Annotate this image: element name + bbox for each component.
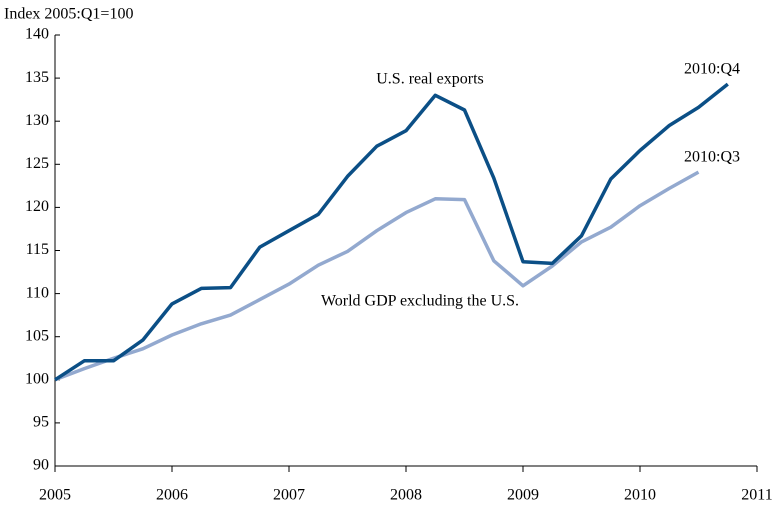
x-tick-label: 2008 (390, 487, 422, 504)
y-tick-label: 95 (33, 414, 49, 431)
annotation: 2010:Q4 (684, 61, 740, 78)
y-tick-label: 90 (33, 457, 49, 474)
x-tick-label: 2009 (507, 487, 539, 504)
y-tick-label: 125 (25, 155, 49, 172)
y-tick-label: 135 (25, 69, 49, 86)
x-tick-label: 2010 (624, 487, 656, 504)
y-tick-label: 100 (25, 370, 49, 387)
y-tick-label: 140 (25, 26, 49, 43)
line-series (54, 170, 700, 382)
axis-label: Index 2005:Q1=100 (4, 6, 133, 23)
x-tick-label: 2006 (156, 487, 188, 504)
series-label: U.S. real exports (376, 71, 484, 88)
y-tick-label: 115 (26, 241, 49, 258)
y-tick-label: 105 (25, 327, 49, 344)
series-label: World GDP excluding the U.S. (321, 293, 519, 310)
annotation: 2010:Q3 (684, 149, 740, 166)
y-tick-label: 120 (25, 198, 49, 215)
x-tick-label: 2011 (741, 487, 772, 504)
y-tick-label: 130 (25, 112, 49, 129)
x-tick-label: 2007 (273, 487, 305, 504)
line-series (54, 82, 729, 382)
y-tick-label: 110 (26, 284, 49, 301)
x-tick-label: 2005 (39, 487, 71, 504)
